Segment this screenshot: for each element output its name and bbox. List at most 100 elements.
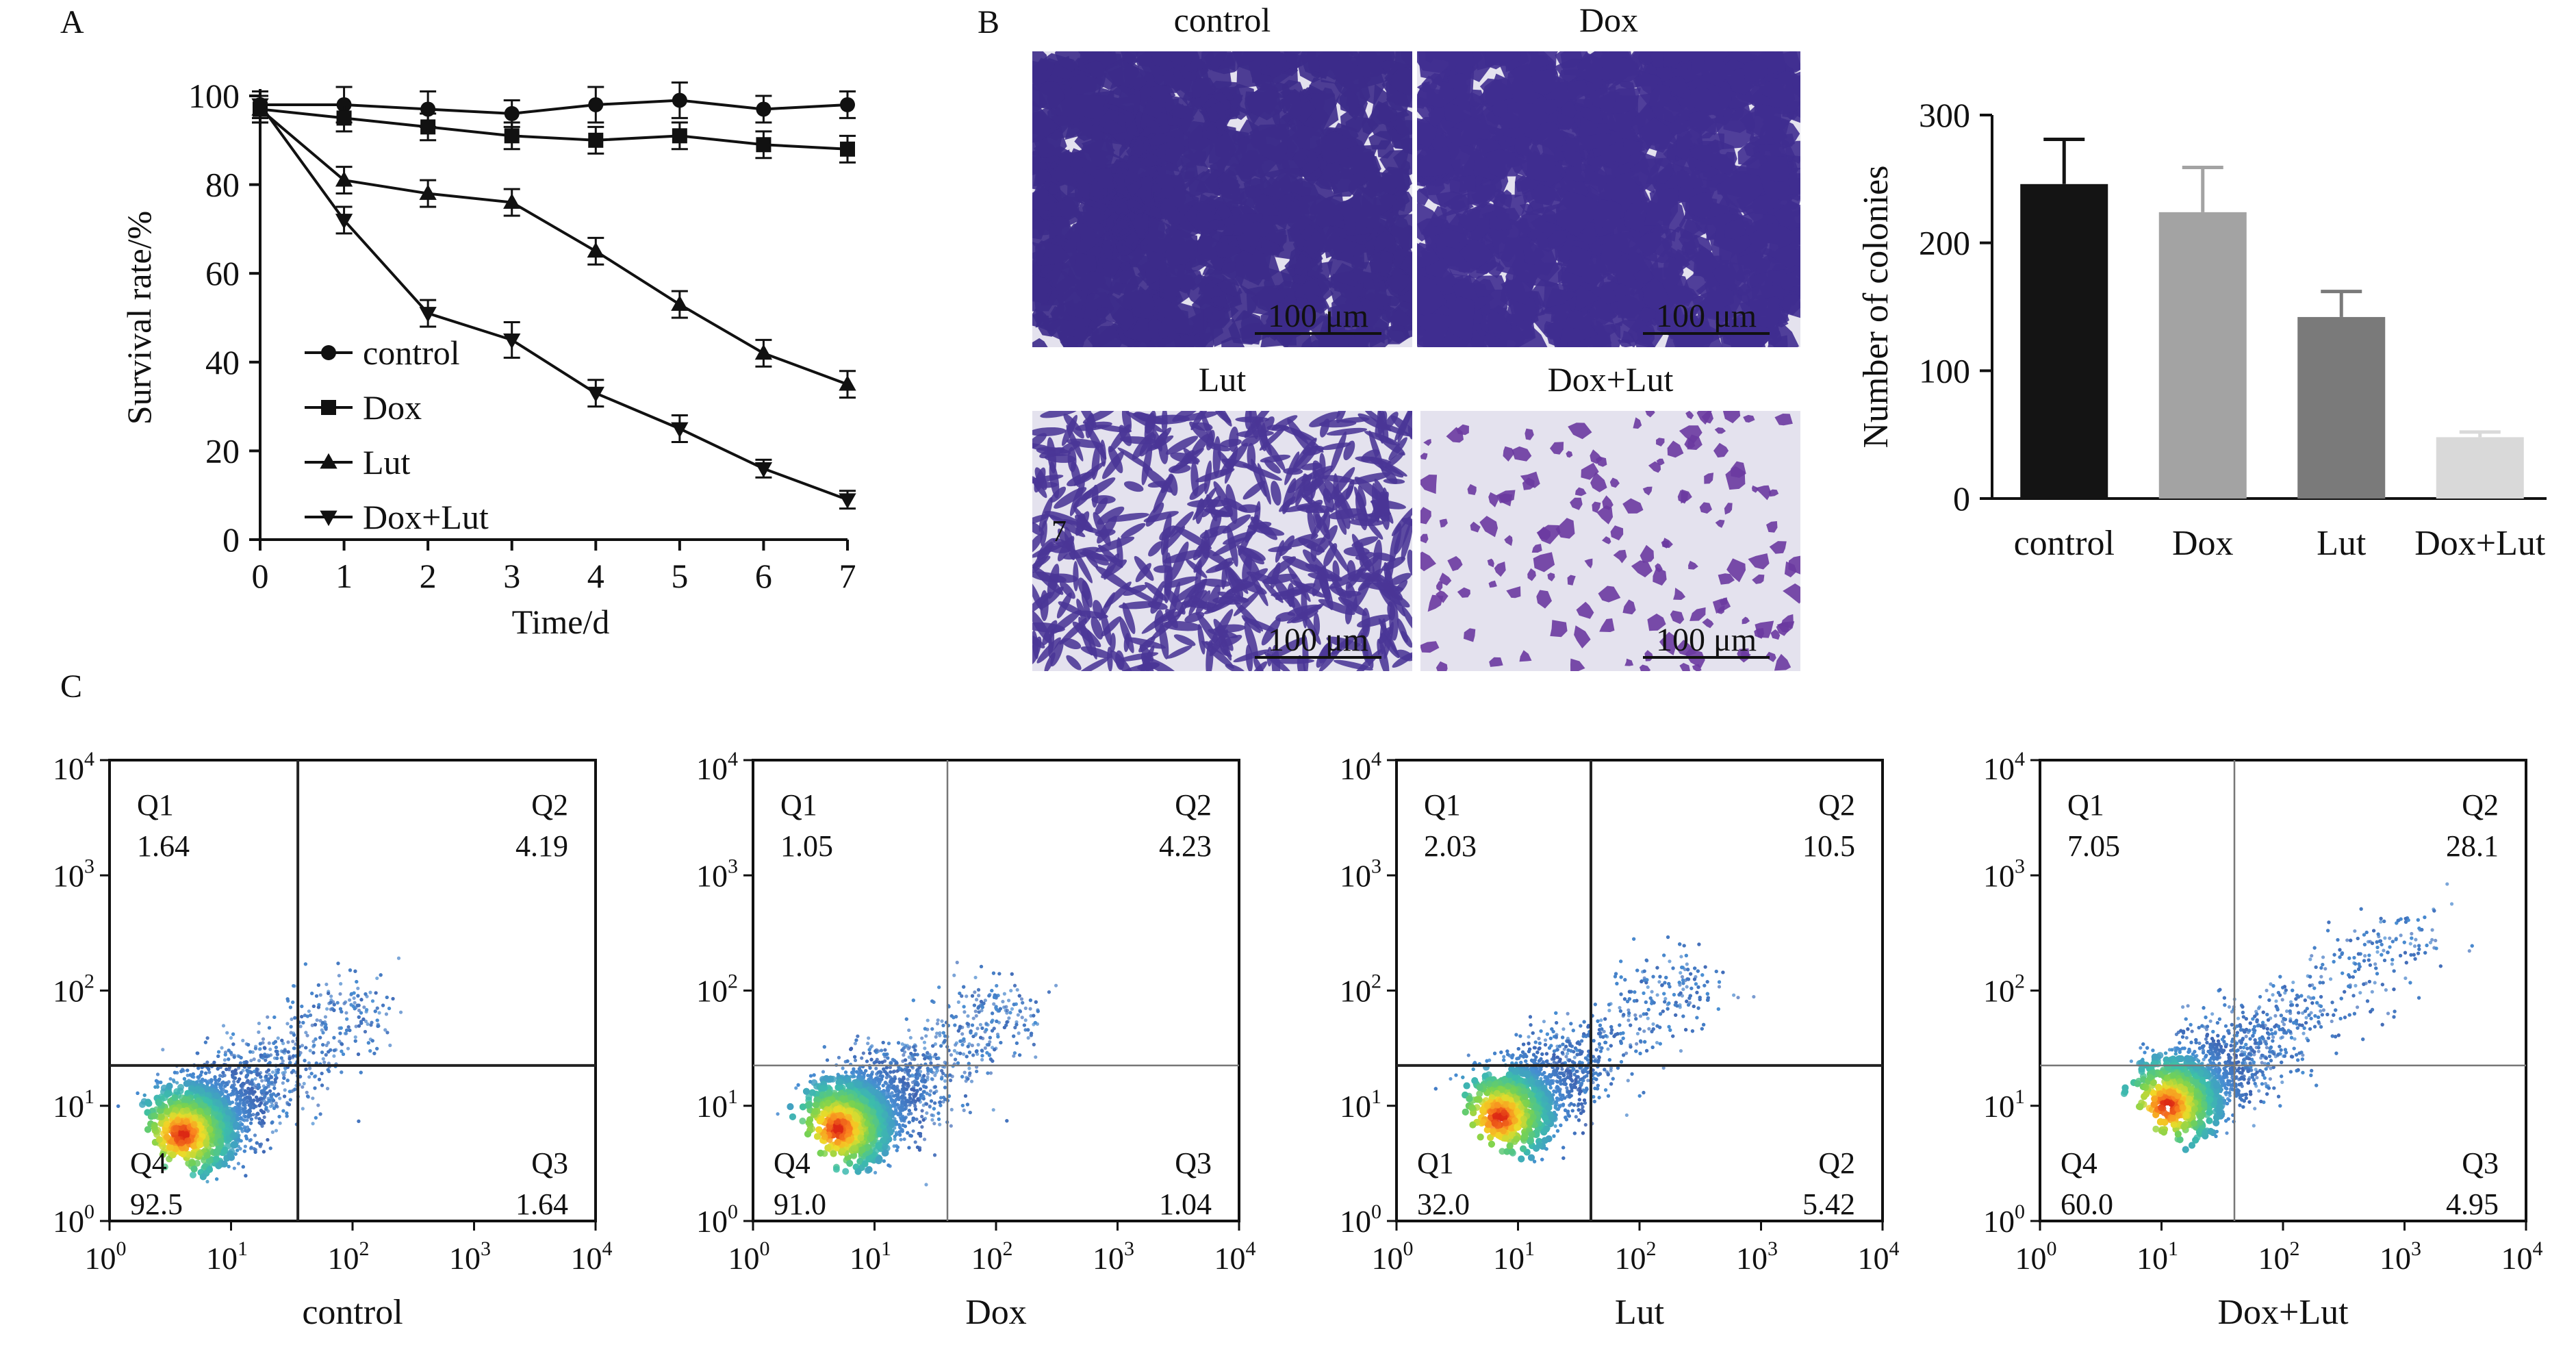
cell bbox=[1396, 649, 1412, 662]
cell bbox=[1484, 51, 1515, 70]
event-dot bbox=[321, 1057, 325, 1061]
data-point bbox=[839, 375, 856, 391]
event-dot bbox=[207, 1070, 212, 1074]
cell bbox=[1081, 270, 1106, 299]
cell bbox=[1222, 514, 1251, 534]
cell bbox=[1677, 490, 1688, 504]
event-dot bbox=[245, 1125, 250, 1129]
cell bbox=[1125, 637, 1166, 649]
data-point bbox=[503, 193, 521, 209]
cell bbox=[1638, 307, 1656, 323]
cell bbox=[1049, 573, 1078, 583]
cell bbox=[1223, 51, 1242, 72]
event-dot bbox=[270, 1130, 275, 1134]
event-dot bbox=[375, 976, 379, 981]
panel-letter-b: B bbox=[978, 4, 1000, 40]
cell bbox=[1713, 442, 1729, 458]
cell bbox=[1631, 560, 1653, 578]
cell bbox=[1125, 411, 1164, 433]
cell bbox=[1130, 136, 1151, 156]
cell bbox=[1049, 514, 1086, 538]
cell bbox=[1112, 166, 1142, 201]
cell bbox=[1512, 446, 1532, 462]
cell bbox=[1287, 533, 1318, 548]
cell bbox=[1271, 637, 1307, 659]
cell bbox=[1121, 662, 1160, 671]
cell bbox=[1685, 411, 1694, 420]
cell bbox=[1287, 418, 1312, 453]
cell bbox=[1679, 229, 1701, 250]
event-dot bbox=[229, 1036, 233, 1040]
series-line bbox=[259, 108, 848, 386]
event-dot bbox=[318, 1019, 322, 1023]
cell bbox=[1648, 83, 1672, 108]
cell bbox=[1318, 313, 1350, 347]
cell bbox=[1506, 63, 1533, 88]
cell bbox=[1107, 646, 1113, 671]
cell bbox=[1073, 489, 1093, 508]
cell bbox=[1613, 549, 1627, 564]
cell bbox=[1420, 533, 1429, 544]
cell bbox=[1212, 537, 1247, 557]
cell bbox=[1472, 279, 1495, 298]
event-dot bbox=[161, 1163, 168, 1171]
cell bbox=[1225, 446, 1238, 484]
cell bbox=[1032, 533, 1043, 554]
event-dot bbox=[236, 1161, 240, 1166]
y-tick-label: 60 bbox=[205, 254, 240, 292]
cell bbox=[1353, 486, 1368, 521]
y-tick-label: 200 bbox=[1919, 224, 1970, 262]
event-cloud bbox=[116, 956, 403, 1184]
cell bbox=[1624, 658, 1634, 666]
cell bbox=[1561, 101, 1577, 118]
cell bbox=[1260, 310, 1292, 337]
cell bbox=[1044, 453, 1076, 463]
cell bbox=[1367, 575, 1403, 601]
cell bbox=[1639, 664, 1651, 671]
cell bbox=[1062, 638, 1082, 650]
cell bbox=[1221, 337, 1245, 347]
event-dot bbox=[307, 1061, 311, 1065]
cell bbox=[1629, 158, 1663, 194]
cell bbox=[1151, 51, 1171, 68]
event-dot bbox=[353, 1000, 357, 1005]
cell bbox=[1048, 181, 1060, 196]
cell bbox=[1417, 242, 1440, 269]
cell bbox=[1164, 566, 1173, 603]
cell bbox=[1738, 283, 1752, 297]
cell bbox=[1312, 468, 1331, 503]
cell bbox=[1336, 144, 1379, 179]
cell bbox=[1326, 427, 1368, 436]
cell bbox=[1252, 74, 1272, 91]
cell bbox=[1250, 661, 1268, 671]
event-dot bbox=[274, 1101, 279, 1105]
event-dot bbox=[325, 1007, 329, 1011]
cell bbox=[1032, 276, 1053, 305]
event-dot bbox=[368, 990, 372, 994]
panel-letter-c: C bbox=[60, 668, 83, 705]
event-dot bbox=[186, 1073, 190, 1077]
cell bbox=[1464, 628, 1476, 642]
cell bbox=[1351, 533, 1370, 572]
cell bbox=[1602, 536, 1611, 544]
event-dot bbox=[301, 1107, 305, 1111]
event-dot bbox=[252, 1057, 256, 1061]
cell bbox=[1049, 462, 1060, 499]
cell bbox=[1034, 240, 1071, 266]
event-dot bbox=[322, 1060, 327, 1064]
cell bbox=[1080, 219, 1097, 242]
cell bbox=[1295, 481, 1306, 507]
micrograph-label: control bbox=[1173, 1, 1271, 39]
event-dot bbox=[177, 1083, 185, 1091]
cell bbox=[1264, 459, 1281, 474]
cell bbox=[1420, 641, 1440, 653]
legend-label: Dox+Lut bbox=[363, 498, 489, 536]
cell bbox=[1032, 581, 1043, 611]
cell bbox=[1355, 456, 1392, 465]
category-label: Dox+Lut bbox=[2414, 524, 2546, 563]
event-dot bbox=[257, 1059, 262, 1063]
cell bbox=[1519, 650, 1532, 662]
event-dot bbox=[249, 1059, 253, 1063]
data-point bbox=[503, 333, 521, 349]
cell bbox=[1032, 100, 1061, 143]
